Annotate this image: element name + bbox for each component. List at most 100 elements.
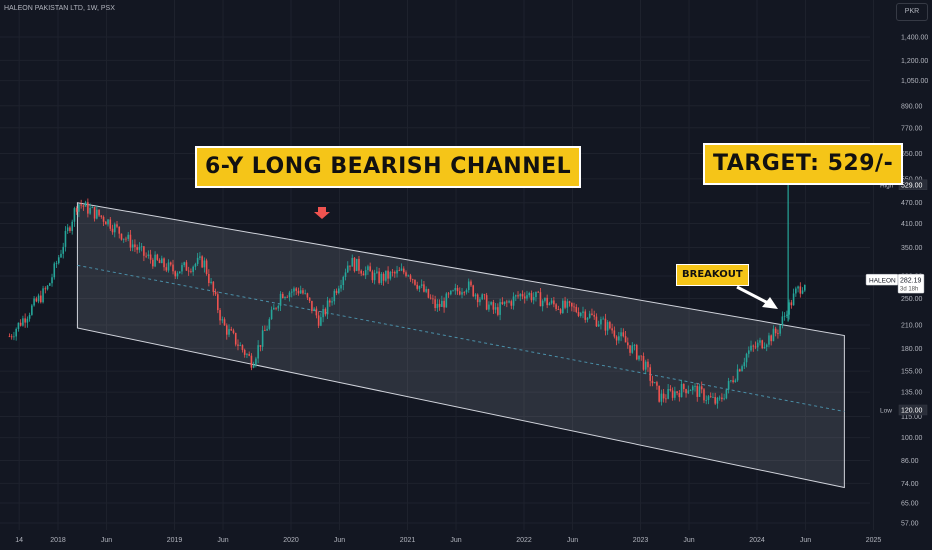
candle-body (355, 258, 358, 271)
candle-body (631, 345, 634, 353)
candle-body (568, 301, 571, 303)
candle-body (705, 400, 708, 401)
price-tick-label: 470.00 (901, 200, 923, 207)
candle-body (434, 299, 436, 309)
candle-body (288, 292, 291, 298)
time-tick-label: 2020 (283, 537, 299, 544)
price-markers: High 529.00 Low 120.00 HALEON 282.19 3d 18h (865, 179, 928, 416)
candle-body (169, 262, 172, 265)
marker-value: 529.00 (901, 182, 923, 189)
candle-body (102, 216, 105, 222)
candle-body (777, 333, 779, 335)
candle-body (380, 273, 383, 283)
candle-body (315, 308, 318, 316)
candle-body (196, 257, 199, 264)
candle-body (266, 328, 268, 331)
candle-body (739, 369, 741, 372)
candle-body (432, 298, 434, 300)
candle-body (163, 258, 165, 268)
candle-body (613, 330, 616, 337)
price-tick-label: 770.00 (901, 125, 923, 132)
candle-body (190, 271, 192, 273)
candle-body (799, 286, 802, 294)
candle-body (685, 389, 687, 394)
candle-body (367, 266, 369, 271)
candle-body (371, 271, 374, 281)
candle-body (297, 290, 300, 294)
candle-body (564, 300, 566, 308)
candle-body (557, 309, 560, 310)
candle-body (219, 310, 221, 321)
candle-body (555, 304, 557, 310)
candle-body (243, 349, 246, 355)
candle-body (199, 256, 201, 258)
candlestick-series (8, 184, 806, 409)
candle-body (261, 330, 264, 347)
candle-body (727, 381, 730, 390)
candle-body (660, 393, 663, 402)
candle-body (530, 293, 533, 301)
candle-body (107, 219, 109, 225)
candle-body (642, 356, 645, 370)
candle-body (497, 307, 499, 315)
candle-body (284, 296, 286, 299)
currency-button[interactable]: PKR (896, 3, 928, 21)
candle-body (584, 311, 587, 320)
annotation-arrows (314, 207, 778, 309)
candle-body (647, 361, 649, 368)
candle-body (125, 238, 127, 240)
candle-body (703, 389, 705, 401)
candle-body (382, 273, 385, 281)
candle-body (788, 302, 790, 315)
time-axis[interactable]: 14 2018 Jun 2019 Jun 2020 Jun 2021 Jun 2022 Jun 202… (15, 537, 881, 544)
candle-body (532, 297, 535, 301)
candle-body (445, 293, 448, 308)
candle-body (360, 270, 362, 274)
candle-body (467, 281, 470, 291)
candle-body (40, 295, 42, 303)
candle-body (803, 284, 806, 291)
price-tick-label: 180.00 (901, 346, 923, 353)
candle-body (420, 284, 423, 286)
candle-body (595, 316, 598, 327)
down-arrow-icon (314, 207, 330, 219)
candle-body (60, 253, 62, 258)
candle-body (712, 397, 714, 398)
candle-body (588, 313, 591, 318)
candle-body (485, 295, 488, 310)
candle-body (378, 271, 380, 283)
candle-body (423, 284, 425, 292)
candle-body (570, 302, 573, 307)
candle-body (185, 262, 188, 271)
candle-body (427, 289, 430, 298)
candle-body (409, 275, 412, 280)
candle-body (333, 290, 336, 302)
candle-body (586, 317, 589, 320)
candle-body (801, 290, 804, 294)
candle-body (618, 336, 620, 341)
candle-body (57, 257, 60, 264)
candle-body (281, 293, 284, 299)
marker-value: 120.00 (901, 407, 923, 414)
candle-body (723, 398, 725, 400)
candle-body (772, 328, 775, 342)
candle-body (783, 315, 786, 317)
candle-body (635, 345, 638, 360)
time-tick-label: Jun (800, 537, 811, 544)
candle-body (447, 293, 450, 295)
candle-body (364, 270, 367, 276)
candle-body (205, 260, 208, 274)
candle-body (116, 224, 118, 227)
candle-body (721, 397, 723, 400)
time-tick-label: 2019 (167, 537, 183, 544)
candle-body (696, 385, 699, 397)
candle-body (665, 398, 667, 400)
candle-body (514, 295, 517, 297)
time-tick-label: 2022 (516, 537, 532, 544)
candle-body (109, 219, 112, 229)
price-tick-label: 65.00 (901, 501, 919, 508)
candle-body (145, 255, 147, 257)
candle-body (82, 205, 85, 207)
candle-body (270, 309, 273, 320)
